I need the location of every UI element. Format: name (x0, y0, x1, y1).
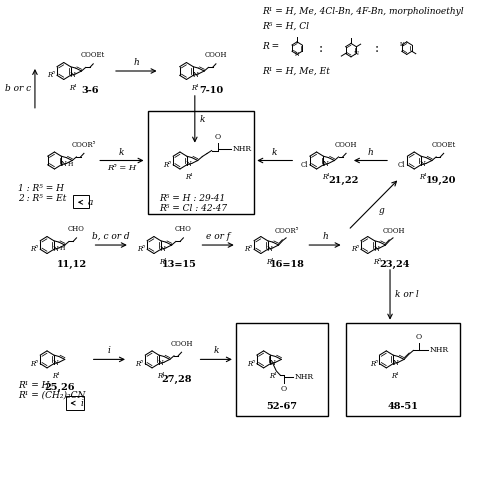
Text: NHR: NHR (295, 373, 314, 381)
Text: h: h (322, 232, 328, 241)
Text: N: N (400, 42, 404, 48)
Text: g: g (379, 206, 384, 214)
Text: :: : (375, 42, 379, 54)
Text: 3-6: 3-6 (81, 86, 98, 96)
Text: b or c: b or c (5, 84, 31, 93)
Text: R¹ = H, Me, 4Cl-Bn, 4F-Bn, morpholinoethyl: R¹ = H, Me, 4Cl-Bn, 4F-Bn, morpholinoeth… (262, 7, 464, 16)
Text: 25,26: 25,26 (44, 382, 74, 392)
Text: N: N (186, 160, 192, 168)
Text: N: N (70, 70, 75, 78)
Text: R¹: R¹ (266, 258, 274, 266)
Text: R¹: R¹ (52, 372, 60, 380)
Text: b, c or d: b, c or d (92, 232, 130, 241)
Text: R⁵: R⁵ (136, 360, 143, 368)
Text: k or l: k or l (394, 290, 418, 299)
Text: 13=15: 13=15 (162, 260, 196, 270)
Text: N: N (392, 359, 398, 367)
Text: N: N (53, 359, 59, 367)
Text: COOH: COOH (170, 340, 193, 348)
Text: R¹ = (CH₂)₂CN: R¹ = (CH₂)₂CN (18, 390, 86, 400)
Text: R⁵: R⁵ (30, 246, 38, 254)
Text: R⁵: R⁵ (164, 161, 171, 169)
Text: e or f: e or f (206, 232, 230, 241)
Text: CHO: CHO (68, 226, 85, 234)
Text: H: H (60, 246, 66, 251)
Text: 2 : R⁵ = Et: 2 : R⁵ = Et (18, 194, 66, 203)
Text: N: N (295, 52, 300, 57)
Text: R¹: R¹ (392, 372, 399, 380)
Text: 19,20: 19,20 (426, 176, 456, 185)
Text: R⁵: R⁵ (351, 246, 359, 254)
Text: R¹: R¹ (69, 84, 76, 92)
Text: N: N (158, 359, 164, 367)
Text: i: i (108, 346, 110, 356)
Text: N: N (420, 160, 426, 168)
Text: 27,28: 27,28 (161, 375, 192, 384)
Text: 1 : R⁵ = H: 1 : R⁵ = H (18, 184, 64, 193)
Text: O: O (416, 334, 422, 342)
Text: R⁵ = Cl : 42-47: R⁵ = Cl : 42-47 (160, 204, 228, 212)
Text: k: k (200, 114, 205, 124)
Text: N: N (60, 160, 66, 168)
Text: Cl: Cl (398, 161, 406, 169)
Text: 21,22: 21,22 (328, 176, 358, 185)
Text: R⁵: R⁵ (138, 246, 145, 254)
Text: R⁵: R⁵ (244, 246, 252, 254)
Text: R¹: R¹ (322, 173, 330, 181)
Text: :: : (319, 42, 324, 54)
Text: COOR⁵: COOR⁵ (72, 141, 96, 149)
Text: Cl: Cl (300, 161, 308, 169)
Text: H: H (68, 162, 73, 166)
Text: N: N (322, 160, 328, 168)
Text: R⁵: R⁵ (247, 360, 255, 368)
Text: N: N (270, 359, 276, 367)
Text: 23,24: 23,24 (380, 260, 410, 270)
Text: N: N (267, 244, 273, 252)
Text: N: N (354, 51, 359, 56)
Text: h: h (368, 148, 374, 156)
Text: 7-10: 7-10 (200, 86, 224, 96)
Text: R¹: R¹ (192, 84, 200, 92)
Text: COOH: COOH (382, 227, 405, 235)
Text: R⁵: R⁵ (370, 360, 378, 368)
Text: N: N (160, 244, 166, 252)
Text: R⁵: R⁵ (30, 360, 38, 368)
Text: R⁵: R⁵ (373, 258, 380, 266)
Text: R¹: R¹ (185, 173, 193, 181)
Text: 11,12: 11,12 (57, 260, 87, 270)
Text: 48-51: 48-51 (388, 402, 418, 410)
Text: CHO: CHO (175, 226, 192, 234)
Text: N: N (192, 70, 198, 78)
Text: COOH: COOH (335, 141, 357, 149)
Text: i: i (80, 398, 84, 407)
Text: COOEt: COOEt (81, 52, 106, 60)
Text: COOH: COOH (204, 52, 227, 60)
Text: R⁵ = H, Cl: R⁵ = H, Cl (262, 22, 308, 30)
Text: R⁵ = H : 29-41: R⁵ = H : 29-41 (160, 194, 226, 203)
Text: R¹: R¹ (419, 173, 427, 181)
Text: R¹: R¹ (159, 258, 167, 266)
Text: O: O (280, 385, 287, 393)
Text: O: O (215, 132, 221, 140)
Text: R⁵ = H: R⁵ = H (108, 164, 136, 172)
Text: NHR: NHR (430, 346, 449, 354)
Text: R¹: R¹ (157, 372, 165, 380)
Text: R =: R = (262, 42, 279, 50)
Text: 52-67: 52-67 (266, 402, 297, 410)
Text: COOR⁵: COOR⁵ (275, 227, 299, 235)
Text: h: h (134, 58, 139, 67)
Text: R¹ = H, Me, Et: R¹ = H, Me, Et (262, 66, 330, 76)
Text: k: k (214, 346, 219, 356)
Text: R¹ = H: R¹ = H (18, 380, 50, 390)
Text: 16=18: 16=18 (270, 260, 305, 270)
Text: N: N (53, 244, 59, 252)
Text: N: N (374, 244, 380, 252)
Text: NHR: NHR (233, 144, 252, 152)
Text: k: k (272, 148, 278, 156)
Text: k: k (119, 148, 124, 156)
Text: COOEt: COOEt (432, 141, 456, 149)
Text: a: a (88, 198, 94, 207)
Text: R⁵: R⁵ (47, 72, 55, 80)
Text: R¹: R¹ (268, 372, 276, 380)
